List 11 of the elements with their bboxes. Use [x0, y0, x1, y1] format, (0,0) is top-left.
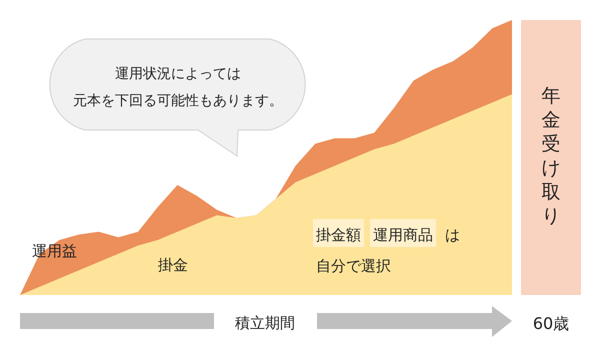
annotation: 運用状況によっては [115, 66, 241, 82]
text: 年金受け取り [542, 85, 560, 227]
annotation: は [445, 226, 460, 244]
annotation: 元本を下回る可能性もあります。 [73, 93, 283, 109]
series-label: 掛金 [158, 256, 188, 274]
annotation: 運用商品 [373, 226, 433, 244]
series-label: 運用益 [32, 242, 77, 260]
text: 60歳 [532, 314, 570, 333]
x-axis-title: 積立期間 [235, 314, 295, 332]
annotation: 自分で選択 [316, 257, 391, 275]
annotation: 掛金額 [316, 226, 361, 244]
